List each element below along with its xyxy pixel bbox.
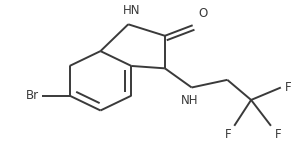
Text: NH: NH xyxy=(181,94,198,107)
Text: O: O xyxy=(199,8,208,20)
Text: HN: HN xyxy=(123,4,140,17)
Text: F: F xyxy=(225,128,231,141)
Text: F: F xyxy=(275,128,282,141)
Text: Br: Br xyxy=(26,89,39,102)
Text: F: F xyxy=(285,81,291,94)
